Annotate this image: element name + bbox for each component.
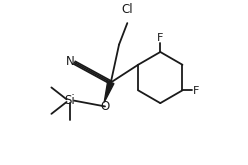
Text: Si: Si <box>64 94 75 107</box>
Polygon shape <box>104 82 114 102</box>
Text: N: N <box>66 55 75 68</box>
Text: F: F <box>193 86 199 96</box>
Text: F: F <box>157 33 163 43</box>
Text: O: O <box>100 100 110 113</box>
Text: Cl: Cl <box>122 3 133 16</box>
